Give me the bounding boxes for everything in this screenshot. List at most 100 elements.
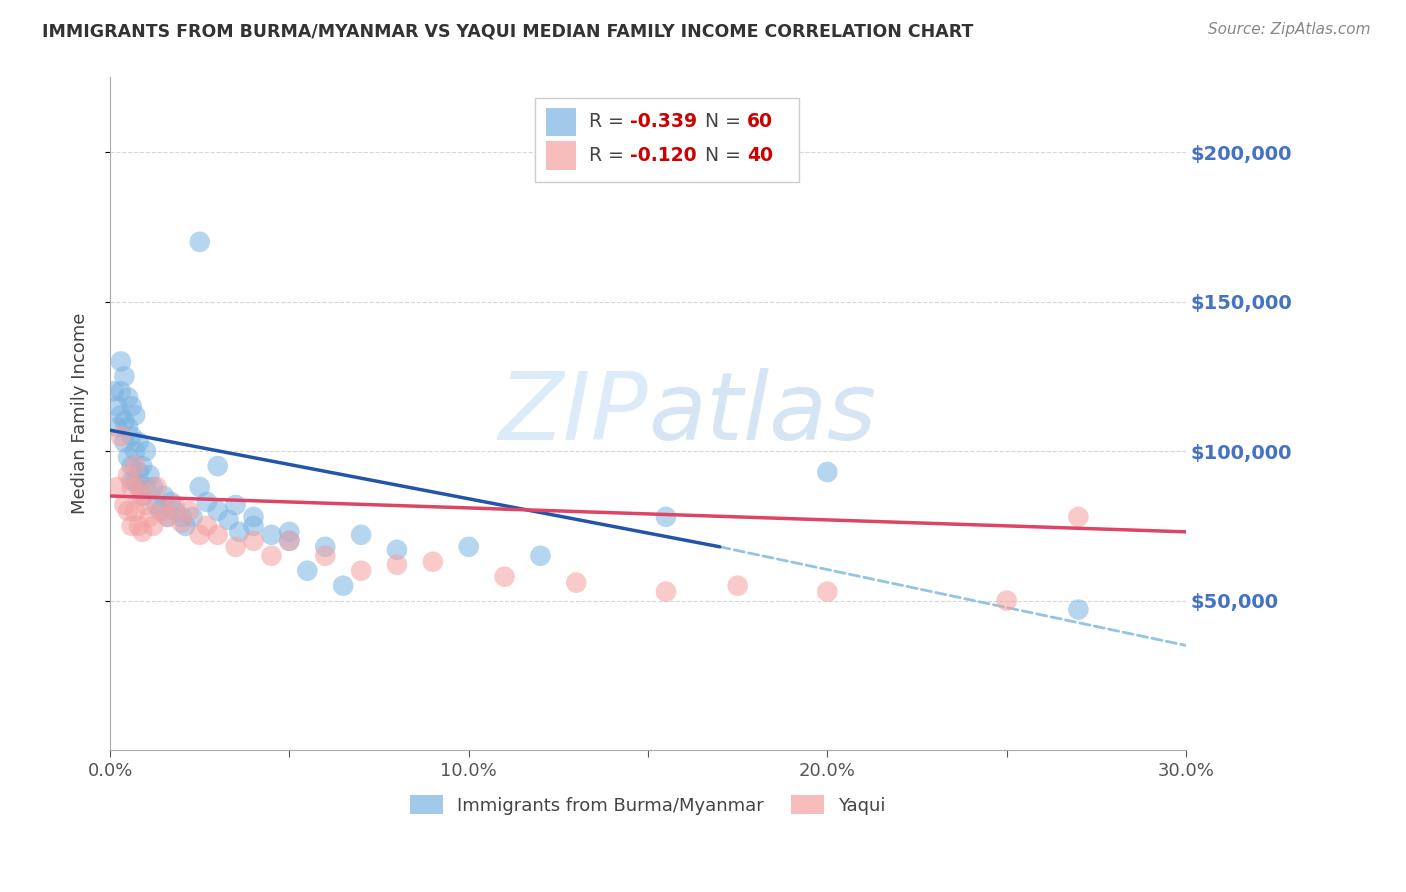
Point	[727, 579, 749, 593]
Point	[188, 528, 211, 542]
Point	[121, 429, 143, 443]
Text: R =: R =	[589, 146, 630, 165]
Text: N =: N =	[693, 112, 747, 131]
Point	[135, 444, 157, 458]
Point	[121, 399, 143, 413]
Point	[156, 509, 179, 524]
Point	[105, 399, 128, 413]
Point	[112, 435, 135, 450]
Point	[815, 584, 838, 599]
Text: ZIP: ZIP	[498, 368, 648, 459]
Point	[160, 495, 183, 509]
Legend: Immigrants from Burma/Myanmar, Yaqui: Immigrants from Burma/Myanmar, Yaqui	[404, 788, 893, 822]
Point	[112, 498, 135, 512]
Point	[131, 459, 153, 474]
Point	[278, 533, 301, 548]
Point	[188, 480, 211, 494]
Point	[121, 519, 143, 533]
Point	[422, 555, 444, 569]
Text: 40: 40	[747, 146, 773, 165]
Bar	[546, 141, 576, 169]
Text: 60: 60	[747, 112, 773, 131]
Point	[117, 390, 139, 404]
Point	[124, 504, 146, 518]
Point	[350, 528, 373, 542]
Point	[278, 533, 301, 548]
Bar	[546, 108, 576, 136]
Point	[117, 504, 139, 518]
Point	[655, 584, 678, 599]
Point	[149, 504, 172, 518]
Point	[297, 564, 319, 578]
Point	[131, 524, 153, 539]
Text: R =: R =	[589, 112, 630, 131]
Point	[128, 519, 150, 533]
Point	[103, 384, 125, 399]
Point	[128, 480, 150, 494]
Point	[117, 420, 139, 434]
Point	[121, 459, 143, 474]
Point	[128, 480, 150, 494]
Point	[207, 459, 229, 474]
Point	[110, 384, 132, 399]
Point	[121, 474, 143, 488]
Point	[995, 593, 1018, 607]
Point	[207, 504, 229, 518]
Point	[228, 524, 250, 539]
Point	[385, 558, 408, 572]
Point	[131, 489, 153, 503]
Point	[131, 489, 153, 503]
Point	[124, 409, 146, 423]
Text: atlas: atlas	[648, 368, 876, 459]
Text: IMMIGRANTS FROM BURMA/MYANMAR VS YAQUI MEDIAN FAMILY INCOME CORRELATION CHART: IMMIGRANTS FROM BURMA/MYANMAR VS YAQUI M…	[42, 22, 973, 40]
Point	[110, 429, 132, 443]
Point	[174, 519, 197, 533]
Point	[195, 519, 218, 533]
Point	[124, 444, 146, 458]
Point	[314, 540, 336, 554]
Bar	[536, 97, 799, 182]
Point	[142, 480, 165, 494]
Point	[457, 540, 479, 554]
Point	[170, 509, 193, 524]
Point	[314, 549, 336, 563]
Point	[110, 409, 132, 423]
Text: -0.120: -0.120	[630, 146, 696, 165]
Point	[153, 489, 176, 503]
Point	[242, 533, 264, 548]
Point	[128, 435, 150, 450]
Point	[135, 498, 157, 512]
Point	[278, 524, 301, 539]
Point	[128, 465, 150, 479]
Point	[156, 509, 179, 524]
Point	[225, 540, 247, 554]
Point	[815, 465, 838, 479]
Point	[138, 468, 160, 483]
Point	[163, 504, 186, 518]
Text: N =: N =	[693, 146, 747, 165]
Point	[217, 513, 239, 527]
Point	[163, 498, 186, 512]
Point	[112, 369, 135, 384]
Point	[105, 420, 128, 434]
Point	[332, 579, 354, 593]
Text: -0.339: -0.339	[630, 112, 697, 131]
Point	[655, 509, 678, 524]
Point	[188, 235, 211, 249]
Point	[153, 504, 176, 518]
Point	[110, 354, 132, 368]
Point	[124, 474, 146, 488]
Point	[135, 480, 157, 494]
Point	[117, 450, 139, 464]
Point	[260, 528, 283, 542]
Point	[112, 414, 135, 428]
Point	[242, 509, 264, 524]
Point	[145, 480, 167, 494]
Point	[142, 519, 165, 533]
Point	[145, 498, 167, 512]
Point	[1067, 509, 1090, 524]
Point	[170, 516, 193, 530]
Point	[121, 480, 143, 494]
Point	[117, 468, 139, 483]
Point	[105, 480, 128, 494]
